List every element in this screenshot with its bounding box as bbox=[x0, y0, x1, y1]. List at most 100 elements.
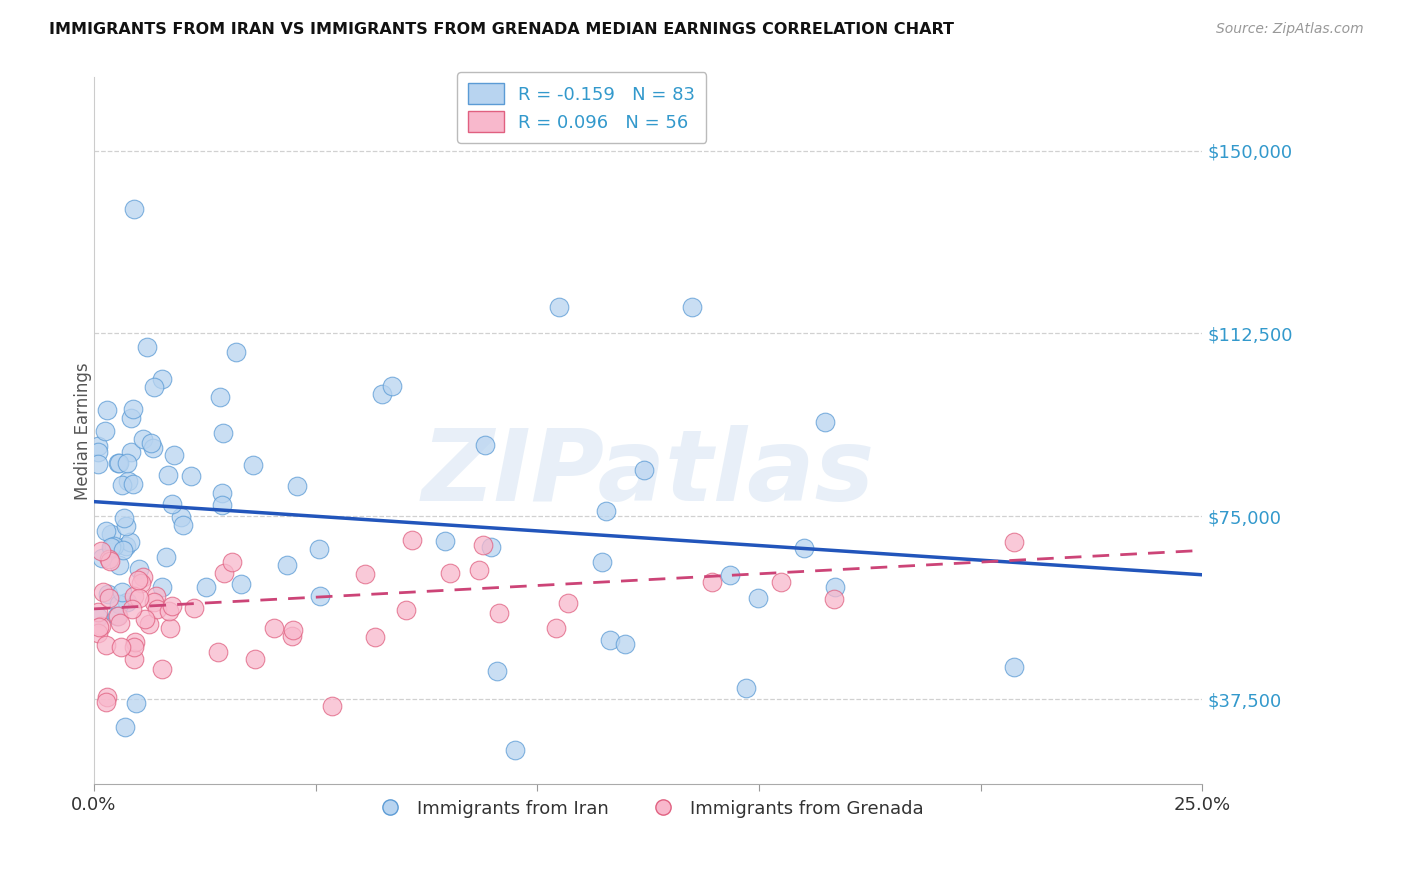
Point bbox=[91, 584, 114, 599]
Point bbox=[100, 540, 122, 554]
Point bbox=[132, 432, 155, 446]
Point bbox=[107, 608, 129, 623]
Point bbox=[122, 589, 145, 603]
Text: Source: ZipAtlas.com: Source: ZipAtlas.com bbox=[1216, 22, 1364, 37]
Point bbox=[98, 591, 121, 605]
Point bbox=[211, 486, 233, 500]
Point bbox=[595, 504, 617, 518]
Point bbox=[229, 577, 252, 591]
Point bbox=[159, 621, 181, 635]
Point bbox=[90, 550, 112, 565]
Point bbox=[115, 539, 138, 553]
Point bbox=[212, 426, 235, 441]
Point bbox=[128, 562, 150, 576]
Point bbox=[107, 456, 129, 470]
Point bbox=[439, 566, 461, 580]
Point bbox=[308, 589, 330, 603]
Point bbox=[207, 645, 229, 659]
Point bbox=[195, 580, 218, 594]
Legend: Immigrants from Iran, Immigrants from Grenada: Immigrants from Iran, Immigrants from Gr… bbox=[366, 792, 931, 825]
Point bbox=[111, 478, 134, 492]
Point bbox=[105, 609, 128, 624]
Point bbox=[97, 552, 120, 566]
Point bbox=[96, 638, 118, 652]
Point bbox=[97, 587, 120, 601]
Point bbox=[211, 498, 233, 512]
Point bbox=[823, 592, 845, 607]
Point bbox=[371, 387, 394, 401]
Point bbox=[115, 456, 138, 470]
Text: ZIPatlas: ZIPatlas bbox=[422, 425, 875, 522]
Point bbox=[394, 603, 416, 617]
Point bbox=[285, 479, 308, 493]
Point bbox=[87, 620, 110, 634]
Point bbox=[434, 534, 457, 549]
Point bbox=[281, 623, 304, 637]
Point bbox=[124, 635, 146, 649]
Point bbox=[172, 518, 194, 533]
Point bbox=[103, 539, 125, 553]
Point bbox=[94, 524, 117, 539]
Point bbox=[96, 695, 118, 709]
Point bbox=[157, 603, 180, 617]
Point bbox=[122, 477, 145, 491]
Point bbox=[160, 599, 183, 614]
Point bbox=[122, 640, 145, 654]
Point bbox=[212, 566, 235, 580]
Point bbox=[160, 497, 183, 511]
Point bbox=[221, 555, 243, 569]
Point bbox=[146, 602, 169, 616]
Point bbox=[169, 510, 191, 524]
Point bbox=[143, 595, 166, 609]
Point bbox=[107, 597, 129, 611]
Point bbox=[87, 605, 110, 619]
Point bbox=[107, 457, 129, 471]
Point bbox=[163, 448, 186, 462]
Point bbox=[614, 637, 637, 651]
Point bbox=[111, 584, 134, 599]
Point bbox=[769, 574, 792, 589]
Point bbox=[599, 632, 621, 647]
Point bbox=[98, 554, 121, 568]
Point bbox=[129, 575, 152, 590]
Point bbox=[276, 558, 298, 573]
Point bbox=[87, 610, 110, 624]
Point bbox=[225, 345, 247, 359]
Point bbox=[118, 535, 141, 549]
Point bbox=[150, 662, 173, 676]
Point bbox=[180, 469, 202, 483]
Point bbox=[112, 543, 135, 558]
Point bbox=[1002, 534, 1025, 549]
Point bbox=[138, 616, 160, 631]
Point bbox=[156, 468, 179, 483]
Point bbox=[503, 743, 526, 757]
Point bbox=[321, 699, 343, 714]
Point bbox=[243, 652, 266, 666]
Point bbox=[681, 300, 703, 314]
Point bbox=[142, 441, 165, 455]
Point bbox=[87, 625, 110, 640]
Point bbox=[183, 601, 205, 615]
Point bbox=[591, 555, 613, 569]
Point bbox=[793, 541, 815, 556]
Point bbox=[110, 640, 132, 655]
Point bbox=[87, 457, 110, 471]
Point bbox=[108, 615, 131, 630]
Point bbox=[121, 601, 143, 615]
Point bbox=[132, 570, 155, 584]
Point bbox=[115, 518, 138, 533]
Point bbox=[112, 511, 135, 525]
Point bbox=[120, 445, 142, 459]
Point bbox=[90, 619, 112, 633]
Point bbox=[122, 652, 145, 666]
Point bbox=[96, 403, 118, 417]
Point bbox=[139, 435, 162, 450]
Point bbox=[122, 202, 145, 216]
Point bbox=[747, 591, 769, 605]
Point bbox=[125, 696, 148, 710]
Point bbox=[401, 533, 423, 547]
Point bbox=[120, 410, 142, 425]
Point bbox=[718, 568, 741, 582]
Point bbox=[471, 538, 494, 552]
Point bbox=[208, 391, 231, 405]
